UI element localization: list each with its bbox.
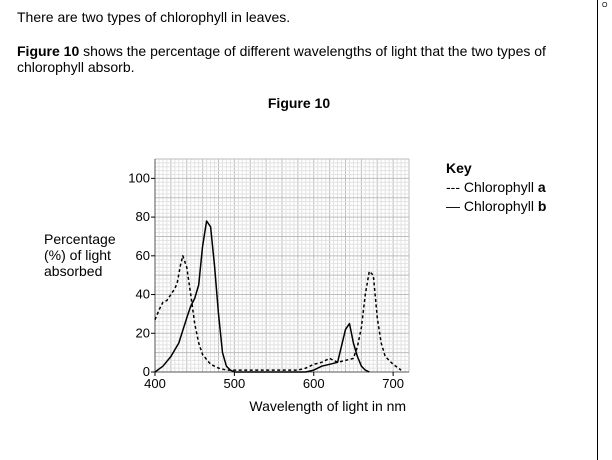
y-tick-label-40: 40 [136,287,150,302]
intro-text: There are two types of chlorophyll in le… [17,9,291,25]
y-tick-label-20: 20 [136,325,150,340]
x-tick-label-700: 700 [382,376,404,391]
y-tick-label-0: 0 [143,364,150,379]
figure-description: Figure 10 shows the percentage of differ… [17,43,592,75]
x-tick-label-600: 600 [303,376,325,391]
legend-symbol-solid: — [446,198,460,214]
series-line-chlorophyll-a [154,255,402,371]
figure-title: Figure 10 [267,95,331,111]
legend-title: Key [446,160,472,176]
legend-entry-chlorophyll-a: --- Chlorophyll a [446,178,546,197]
figure-reference: Figure 10 [17,43,80,59]
legend-label-b: Chlorophyll [463,198,538,214]
legend-entry-chlorophyll-b: — Chlorophyll b [446,197,546,216]
series-line-chlorophyll-b [154,220,370,373]
legend: Key --- Chlorophyll a — Chlorophyll b [446,159,546,216]
question-frame [597,0,598,460]
y-axis-title-line-2: (%) of light [44,247,111,263]
y-tick-label-80: 80 [136,209,150,224]
legend-letter-b: b [537,198,547,214]
figure-description-rest: shows the percentage of different wavele… [17,43,546,75]
y-axis-title-line-3: absorbed [44,263,103,279]
y-tick-label-60: 60 [136,248,150,263]
y-tick-label-100: 100 [128,170,150,185]
y-axis-title-line-1: Percentage [44,231,116,247]
x-tick-label-400: 400 [144,376,166,391]
legend-label-a: Chlorophyll [463,179,538,195]
x-axis-title: Wavelength of light in nm [249,398,406,414]
y-axis-title: Percentage (%) of light absorbed [44,231,116,279]
legend-symbol-dashed: --- [446,179,460,195]
x-tick-label-500: 500 [224,376,246,391]
legend-letter-a: a [537,179,546,195]
corner-mark: O [602,2,608,9]
